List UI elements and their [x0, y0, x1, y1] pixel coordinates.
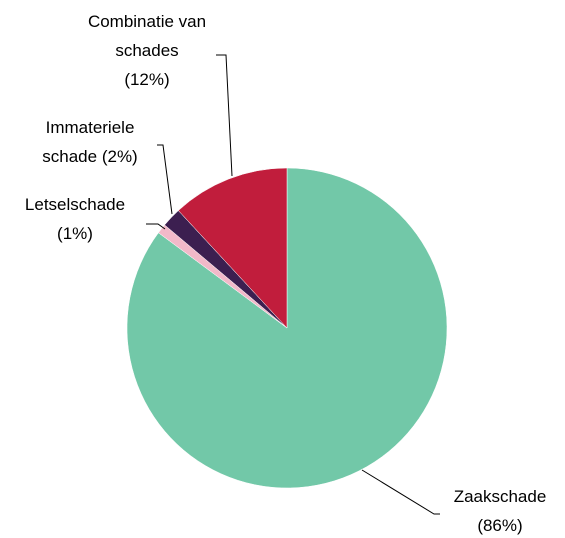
value-label: (1%)	[57, 224, 93, 243]
leader-line	[361, 469, 440, 515]
leader-line	[216, 54, 233, 177]
category-label: Zaakschade	[453, 487, 547, 506]
category-label: Immateriele schade	[42, 118, 135, 166]
value-label: (12%)	[124, 70, 170, 89]
leader-line	[157, 144, 173, 215]
pie-slice	[177, 167, 288, 329]
slice-label: Immateriele schade (2%)	[25, 113, 155, 171]
value-label: (2%)	[101, 147, 138, 166]
leader-line	[146, 223, 166, 230]
slice-label: Zaakschade (86%)	[440, 482, 560, 538]
category-label: Combinatie van schades	[87, 12, 207, 60]
slice-label: Combinatie van schades (12%)	[62, 7, 232, 94]
value-label: (86%)	[477, 516, 523, 535]
slice-label: Letselschade (1%)	[5, 190, 145, 248]
category-label: Letselschade	[24, 195, 126, 214]
